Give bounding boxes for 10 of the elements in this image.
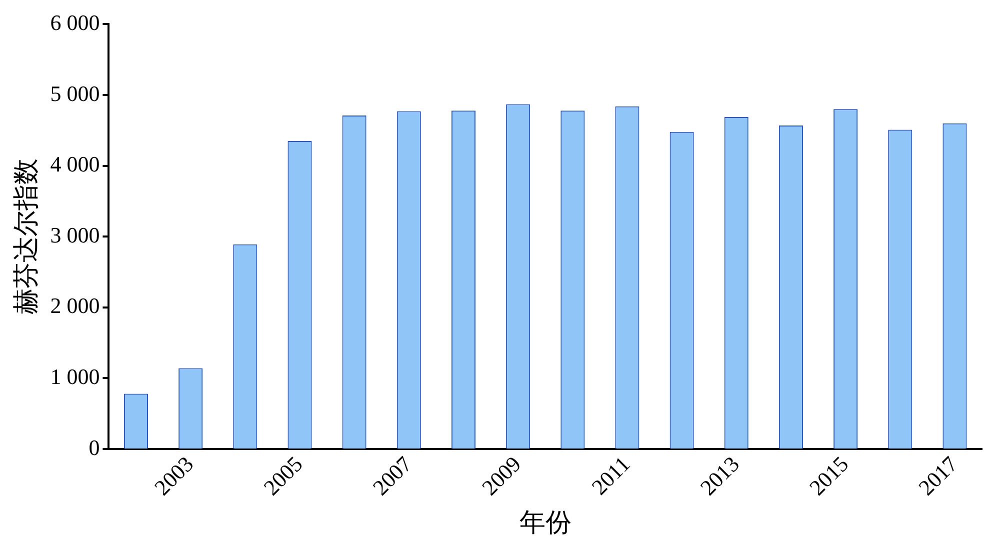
x-tick-label: 2011 <box>586 451 635 500</box>
y-tick-label: 1 000 <box>50 364 100 389</box>
y-axis-title: 赫芬达尔指数 <box>11 158 40 315</box>
y-tick-label: 5 000 <box>50 80 100 106</box>
y-tick-label: 3 000 <box>50 222 100 248</box>
y-tick-label: 2 000 <box>50 293 100 318</box>
y-tick-label: 4 000 <box>50 152 100 177</box>
y-tick-label: 6 000 <box>50 10 100 35</box>
y-tick-label: 0 <box>88 434 100 460</box>
x-axis-title: 年份 <box>519 508 572 538</box>
